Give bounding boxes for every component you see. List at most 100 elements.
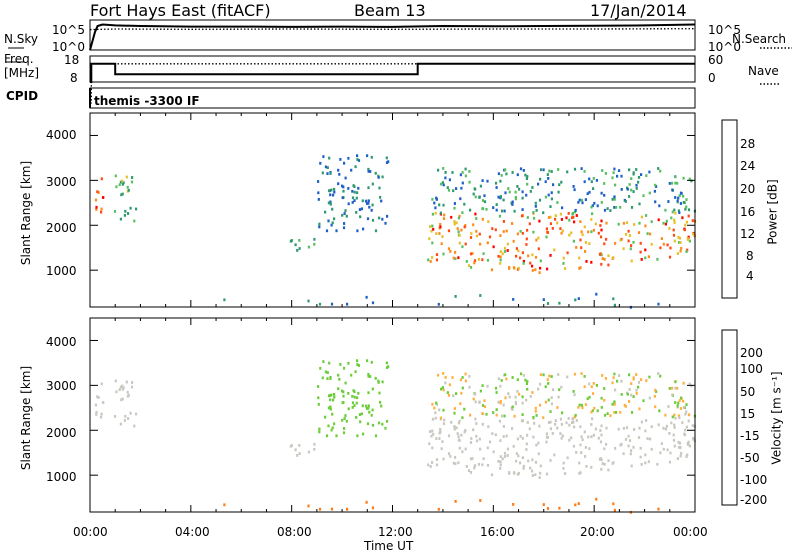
power-cell [587,230,590,234]
velocity-cell [538,476,541,479]
power-ytick: 3000 [46,175,77,189]
velocity-cell [344,414,347,417]
velocity-cell [339,363,342,366]
velocity-cell [452,461,455,465]
power-cell [366,217,370,221]
velocity-cell [637,436,641,439]
velocity-cell [583,430,586,434]
velocity-cell [494,386,498,390]
velocity-cell [549,427,552,431]
velocity-cell [345,419,348,423]
velocity-cell [329,405,332,409]
power-cell [339,158,342,161]
power-cell [513,209,516,213]
velocity-cell [542,416,545,420]
power-cell [564,267,567,270]
power-cell [600,201,603,204]
velocity-cell [520,419,524,423]
power-cell [437,302,440,306]
power-cell [386,214,389,218]
velocity-cell [682,381,685,385]
velocity-cell [511,427,514,430]
velocity-cell [604,377,607,380]
power-cell [478,232,481,236]
velocity-cell [501,457,504,461]
velocity-cell [678,399,681,402]
velocity-cell [100,412,103,416]
power-cell [632,190,635,193]
velocity-cell [618,374,621,377]
velocity-cell [499,400,502,403]
power-cell [519,167,523,171]
power-cell [497,254,500,258]
velocity-cell [481,384,484,387]
power-cell [597,231,600,235]
velocity-cell [464,379,467,383]
power-cell [613,206,616,209]
velocity-cell [558,506,561,510]
velocity-cell [362,432,365,436]
power-cell [553,248,556,252]
velocity-cbar-tick: 15 [740,407,756,421]
velocity-cell [628,400,631,403]
power-cell [356,154,359,158]
velocity-cell [561,434,564,438]
power-cell [570,231,573,235]
velocity-cell [441,386,444,389]
power-cell [495,203,498,206]
velocity-cell [461,376,464,379]
power-cell [573,188,576,192]
velocity-cell [460,391,463,395]
velocity-cell [331,412,334,416]
power-cell [431,224,434,228]
velocity-cell [685,410,688,414]
power-cell [352,184,355,187]
velocity-cell [454,500,457,503]
velocity-cell [650,425,653,429]
power-cell [453,220,456,223]
power-cell [487,220,490,224]
power-cell [571,212,574,216]
power-cell [454,251,457,254]
power-cell [626,187,629,191]
power-cell [491,227,494,230]
velocity-cell [600,396,603,400]
power-cell [328,189,331,193]
velocity-cell [344,381,347,385]
power-cell [603,182,606,185]
power-cell [613,167,616,171]
velocity-cell [537,441,540,445]
velocity-cell [628,439,632,442]
velocity-cell [660,442,663,445]
power-cell [566,251,569,255]
power-cell [330,188,333,192]
velocity-cell [596,409,599,413]
velocity-cell [380,404,383,408]
velocity-cell [611,381,614,385]
power-cell [326,172,329,175]
power-cell [581,233,584,237]
velocity-cell [690,384,693,388]
velocity-cell [657,423,660,427]
velocity-cell [630,464,633,468]
velocity-cell [546,378,549,381]
velocity-cell [566,375,569,379]
velocity-cell [503,451,507,455]
velocity-cell [549,420,552,424]
velocity-cell [343,417,346,420]
power-cell [630,206,634,209]
power-cell [125,175,128,179]
power-cell [679,202,682,205]
power-cell [435,253,439,256]
velocity-cell [331,426,334,430]
power-cell [600,191,603,195]
velocity-cell [657,372,660,375]
power-cell [385,156,388,160]
power-cell [486,179,489,183]
velocity-cell [590,410,593,414]
power-cell [502,198,505,202]
noise-right-tick-bottom: 10^0 [708,40,741,54]
velocity-cell [503,414,506,418]
power-cell [223,298,226,302]
velocity-cell [613,372,616,376]
